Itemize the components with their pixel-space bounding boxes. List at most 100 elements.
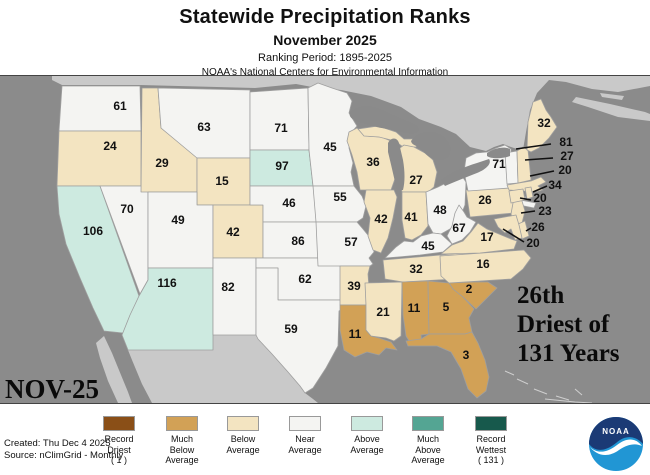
- legend-swatch-near-average: [289, 416, 321, 431]
- state-kentucky: [384, 232, 453, 259]
- state-north-dakota: [249, 87, 310, 151]
- label-mo: 57: [344, 235, 358, 249]
- leader-line-maryland: [502, 228, 525, 243]
- state-south-carolina: [448, 281, 498, 310]
- page-subtitle: November 2025: [273, 32, 377, 48]
- lake-superior: [349, 106, 419, 134]
- state-connecticut: [508, 188, 526, 204]
- label-ny: 71: [492, 157, 506, 171]
- footer-credits: Created: Thu Dec 4 2025 Source: nClimGri…: [4, 438, 123, 462]
- period-label: NOV-25: [5, 374, 99, 403]
- legend-item-much-below-average: Much Below Average: [150, 416, 214, 466]
- leader-line-delaware: [525, 227, 532, 232]
- annotation-line1: 26th: [517, 282, 564, 309]
- label-nc: 16: [476, 257, 490, 271]
- leader-line-new-hampshire: [524, 157, 554, 161]
- label-ma: 20: [558, 163, 572, 177]
- label-ms: 21: [376, 305, 390, 319]
- leader-line-new-jersey: [520, 210, 536, 214]
- label-il: 42: [374, 212, 388, 226]
- annotation-line2: Driest of: [517, 311, 610, 338]
- noaa-logo-sky: [589, 417, 643, 450]
- legend-swatch-much-above-average: [412, 416, 444, 431]
- legend-swatch-above-average: [351, 416, 383, 431]
- state-california: [56, 185, 140, 334]
- label-in: 41: [404, 210, 418, 224]
- us-map-svg: 61 24 106 70 29 63 15 49 42 116 82 71 97…: [0, 76, 650, 403]
- noaa-logo-bird: [590, 439, 642, 456]
- label-co: 42: [226, 225, 240, 239]
- state-maine: [526, 98, 558, 153]
- legend: Record Driest( 1 ) Much Below Average Below…: [0, 404, 650, 475]
- source-line: Source: nClimGrid - Monthly: [4, 450, 124, 461]
- state-mississippi: [364, 281, 403, 342]
- label-ri: 34: [548, 178, 562, 192]
- label-ga: 5: [443, 300, 450, 314]
- label-ne: 46: [282, 196, 296, 210]
- label-tx: 59: [284, 322, 298, 336]
- state-illinois: [363, 189, 398, 254]
- label-wi: 36: [366, 155, 380, 169]
- label-nj: 23: [538, 204, 552, 218]
- label-md: 20: [526, 236, 540, 250]
- lake-huron: [411, 131, 451, 160]
- state-maryland: [493, 214, 523, 241]
- lake-michigan: [388, 138, 405, 190]
- cuba-coast: [544, 398, 593, 403]
- label-wy: 15: [215, 174, 229, 188]
- label-ut: 49: [171, 213, 185, 227]
- annotation-line3: 131 Years: [517, 340, 620, 367]
- legend-item-much-above-average: Much Above Average: [396, 416, 460, 466]
- lake-ontario: [487, 147, 510, 159]
- label-ky: 45: [421, 239, 435, 253]
- label-va: 17: [480, 230, 494, 244]
- state-texas: [255, 267, 349, 394]
- leader-line-massachusetts: [529, 170, 555, 177]
- state-washington: [58, 85, 142, 132]
- state-virginia: [440, 222, 518, 255]
- legend-swatch-record-driest: [103, 416, 135, 431]
- label-ok: 62: [298, 272, 312, 286]
- label-ia: 55: [333, 190, 347, 204]
- label-mn: 45: [323, 140, 337, 154]
- label-nv: 70: [120, 202, 134, 216]
- state-oregon: [56, 130, 142, 187]
- label-az: 116: [157, 276, 177, 290]
- label-ca: 106: [83, 224, 103, 238]
- leader-line-rhode-island: [532, 185, 548, 193]
- page-title: Statewide Precipitation Ranks: [179, 6, 471, 28]
- label-ar: 39: [347, 279, 361, 293]
- legend-item-record-wettest: Record Wettest( 131 ): [459, 416, 523, 466]
- label-id: 29: [155, 156, 169, 170]
- label-wa: 61: [113, 99, 127, 113]
- mexico-landmass: [122, 335, 318, 403]
- title-block: Statewide Precipitation Ranks November 2…: [0, 0, 650, 78]
- prince-edward-island: [600, 93, 624, 100]
- bahamas-islands: [504, 370, 583, 401]
- label-sd: 97: [275, 159, 289, 173]
- state-north-carolina: [439, 249, 532, 284]
- baja-california: [96, 336, 132, 403]
- ranking-period: Ranking Period: 1895-2025: [258, 52, 392, 64]
- canada-landmass: [52, 76, 650, 151]
- label-nd: 71: [274, 121, 288, 135]
- state-west-virginia: [446, 204, 477, 245]
- legend-swatch-below-average: [227, 416, 259, 431]
- state-rhode-island: [524, 186, 534, 200]
- label-ks: 86: [291, 234, 305, 248]
- label-or: 24: [103, 139, 117, 153]
- label-fl: 3: [463, 348, 470, 362]
- label-oh: 48: [433, 203, 447, 217]
- label-al: 11: [408, 301, 421, 315]
- created-line: Created: Thu Dec 4 2025: [4, 438, 111, 449]
- label-nh: 27: [560, 149, 574, 163]
- noaa-logo-text: NOAA: [602, 427, 630, 436]
- legend-swatch-much-below-average: [166, 416, 198, 431]
- noaa-logo: NOAA: [589, 417, 643, 471]
- label-nm: 82: [221, 280, 235, 294]
- label-sc: 2: [466, 282, 473, 296]
- org-line: NOAA's National Centers for Environmenta…: [201, 67, 449, 78]
- state-new-mexico: [212, 257, 257, 336]
- leader-line-vermont: [515, 143, 552, 150]
- label-wv: 67: [452, 221, 466, 235]
